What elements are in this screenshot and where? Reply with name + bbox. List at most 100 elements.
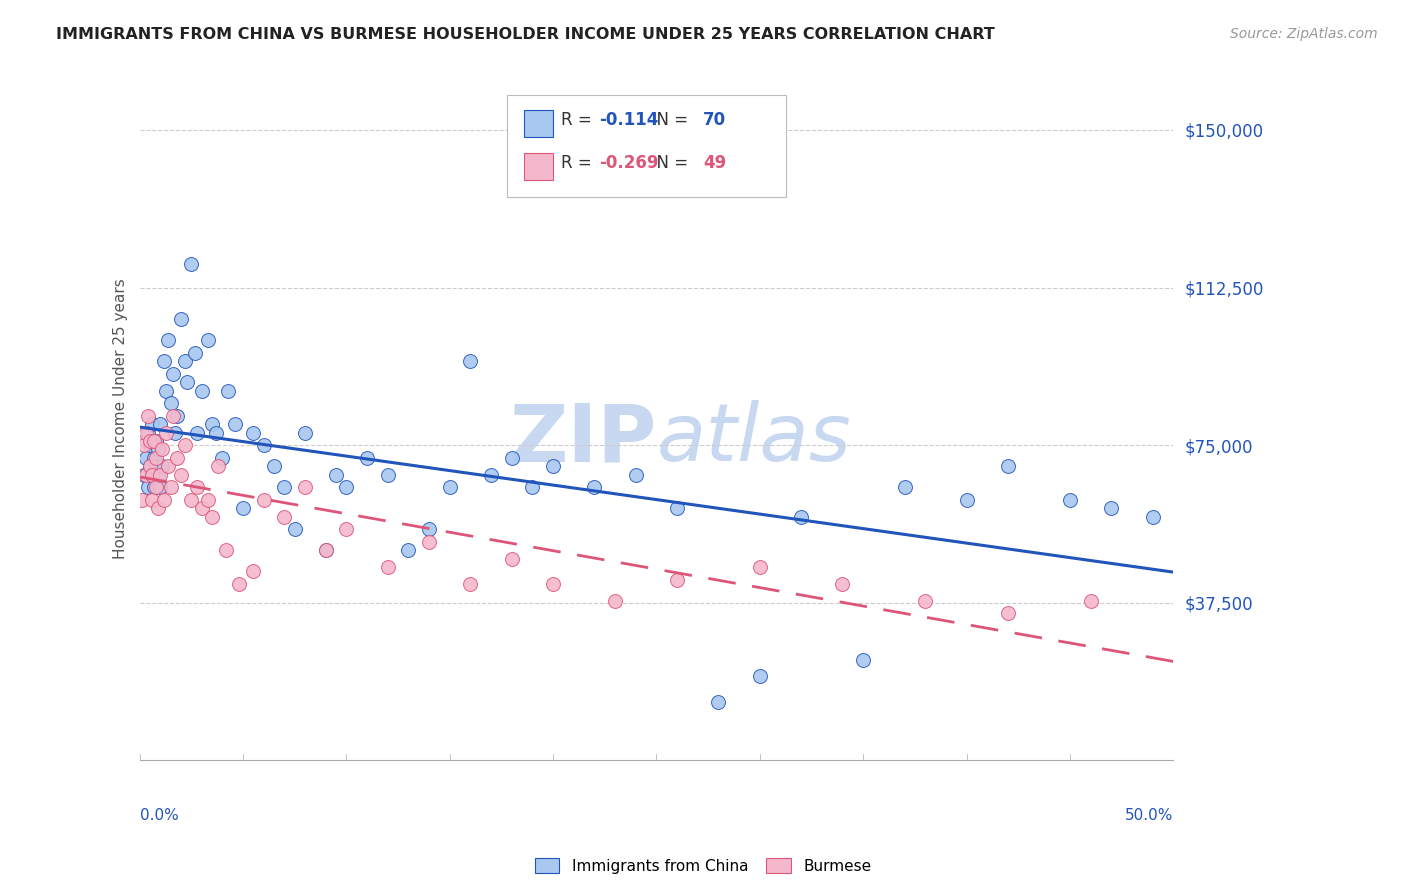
Point	[159, 396, 181, 410]
Point	[157, 459, 180, 474]
Text: 49: 49	[703, 153, 725, 172]
Point	[335, 480, 357, 494]
Point	[153, 354, 176, 368]
Point	[149, 467, 172, 482]
Point	[460, 577, 482, 591]
Point	[583, 480, 606, 494]
Point	[273, 480, 295, 494]
Point	[141, 467, 163, 482]
Point	[139, 459, 162, 474]
Point	[145, 450, 167, 465]
Point	[132, 467, 155, 482]
Point	[997, 607, 1019, 621]
Point	[143, 450, 166, 465]
Text: -0.269: -0.269	[599, 153, 659, 172]
Point	[1080, 593, 1102, 607]
Point	[205, 425, 228, 440]
Point	[162, 367, 184, 381]
Point	[224, 417, 246, 432]
Point	[180, 492, 202, 507]
Text: N =: N =	[647, 111, 693, 128]
Point	[186, 480, 208, 494]
Point	[284, 522, 307, 536]
Point	[252, 438, 274, 452]
Y-axis label: Householder Income Under 25 years: Householder Income Under 25 years	[114, 278, 128, 559]
Point	[831, 577, 853, 591]
FancyBboxPatch shape	[524, 110, 553, 136]
Point	[603, 593, 626, 607]
Point	[748, 669, 770, 683]
Point	[139, 434, 162, 448]
Legend: Immigrants from China, Burmese: Immigrants from China, Burmese	[529, 852, 877, 880]
Point	[666, 501, 689, 516]
Text: 70: 70	[703, 111, 725, 128]
Point	[263, 459, 285, 474]
Text: Source: ZipAtlas.com: Source: ZipAtlas.com	[1230, 27, 1378, 41]
Point	[294, 480, 316, 494]
Point	[228, 577, 250, 591]
Point	[170, 467, 193, 482]
Point	[1059, 492, 1081, 507]
Point	[215, 543, 238, 558]
Point	[146, 501, 169, 516]
Point	[242, 425, 264, 440]
FancyBboxPatch shape	[506, 95, 786, 197]
Point	[159, 480, 181, 494]
Text: -0.114: -0.114	[599, 111, 659, 128]
Point	[914, 593, 936, 607]
Point	[315, 543, 337, 558]
Point	[748, 560, 770, 574]
Text: R =: R =	[561, 153, 598, 172]
Point	[1142, 509, 1164, 524]
Point	[479, 467, 502, 482]
Text: 50.0%: 50.0%	[1125, 808, 1173, 823]
FancyBboxPatch shape	[524, 153, 553, 180]
Point	[666, 573, 689, 587]
Point	[232, 501, 254, 516]
Point	[377, 560, 399, 574]
Point	[166, 450, 188, 465]
Point	[377, 467, 399, 482]
Point	[501, 551, 523, 566]
Point	[146, 442, 169, 457]
Point	[170, 312, 193, 326]
Point	[146, 467, 169, 482]
Point	[186, 425, 208, 440]
Point	[136, 409, 159, 423]
Point	[418, 522, 440, 536]
Point	[174, 354, 197, 368]
Point	[153, 492, 176, 507]
Point	[1099, 501, 1122, 516]
Point	[166, 409, 188, 423]
Point	[132, 438, 155, 452]
Point	[141, 417, 163, 432]
Point	[190, 384, 212, 398]
Point	[242, 564, 264, 578]
Point	[157, 333, 180, 347]
Point	[997, 459, 1019, 474]
Point	[207, 459, 229, 474]
Point	[439, 480, 461, 494]
Point	[143, 434, 166, 448]
Point	[211, 450, 233, 465]
Point	[135, 425, 157, 440]
Point	[541, 577, 564, 591]
Point	[139, 459, 162, 474]
Point	[522, 480, 544, 494]
Point	[155, 384, 177, 398]
Point	[190, 501, 212, 516]
Point	[197, 333, 219, 347]
Point	[852, 652, 875, 666]
Point	[145, 434, 167, 448]
Text: 0.0%: 0.0%	[139, 808, 179, 823]
Point	[955, 492, 977, 507]
Point	[174, 438, 197, 452]
Point	[149, 417, 172, 432]
Point	[141, 492, 163, 507]
Text: N =: N =	[647, 153, 693, 172]
Point	[149, 480, 172, 494]
Point	[217, 384, 239, 398]
Point	[136, 480, 159, 494]
Point	[145, 480, 167, 494]
Point	[273, 509, 295, 524]
